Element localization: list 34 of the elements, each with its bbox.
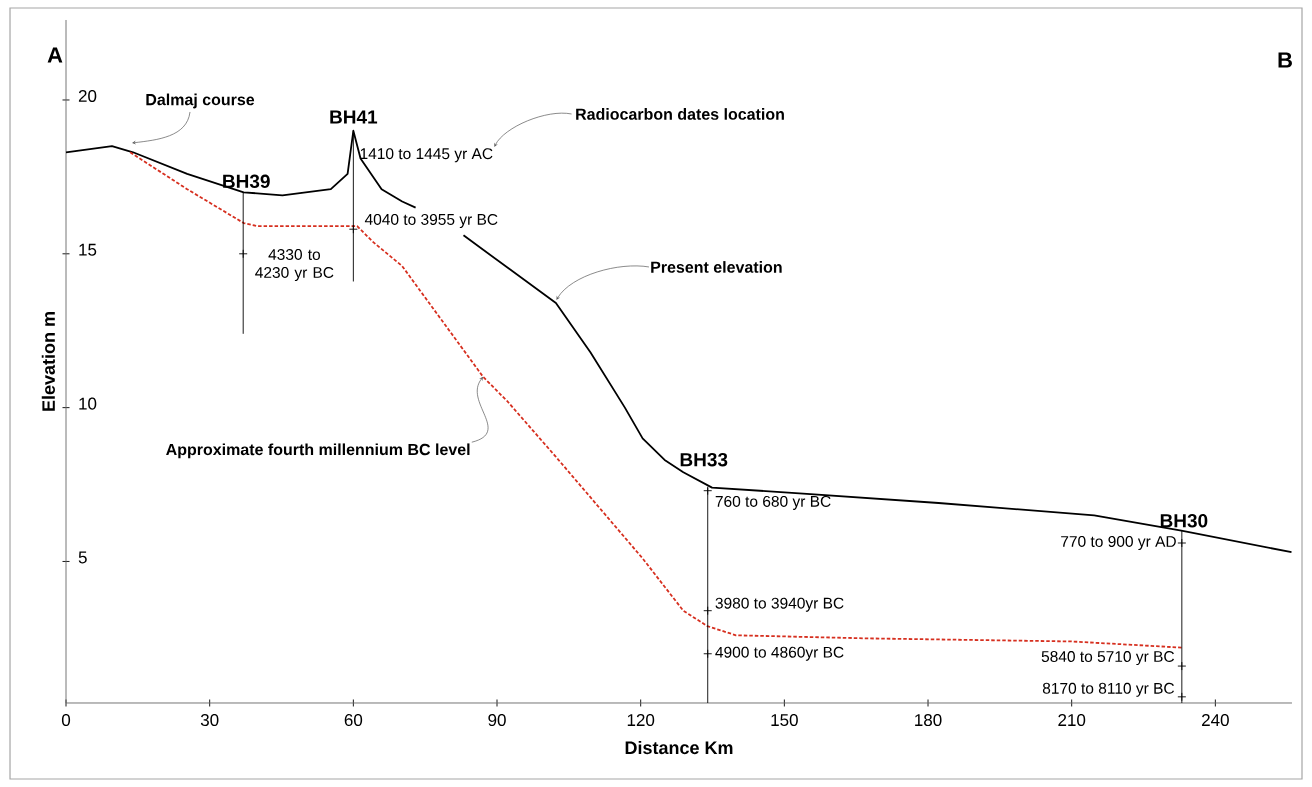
annotation: 1410 to 1445 yr AC [360, 148, 493, 163]
annotation: BH39 [223, 174, 270, 189]
annotation: 4900 to 4860yr BC [715, 646, 844, 661]
y-tick-label: 10 [79, 397, 97, 410]
text: A [47, 47, 63, 63]
annotation: Dalmaj course [146, 93, 255, 109]
y-tick-label: 15 [79, 243, 97, 256]
y-tick-label: 20 [78, 89, 97, 102]
annotation: BH33 [680, 452, 728, 467]
annotation: B [1278, 52, 1292, 68]
annotation: 4330 to 4230 yr BC [255, 249, 334, 282]
annotation: BH30 [1160, 514, 1208, 528]
x-tick-label: 30 [200, 714, 219, 727]
annotation: Approximate fourth millennium BC level [166, 443, 470, 459]
x-tick-label: 180 [915, 714, 942, 727]
x-tick-label: 210 [1058, 714, 1086, 727]
y-tick-label: 5 [78, 551, 87, 564]
annotation: 760 to 680 yr BC [715, 495, 831, 510]
annotation: 8170 to 8110 yr BC [1042, 682, 1175, 697]
x-tick-label: 90 [488, 714, 506, 727]
x-tick-label: 150 [771, 714, 798, 727]
y-axis-title: Elevation m [41, 312, 55, 411]
x-tick-label: 120 [627, 714, 655, 727]
x-tick-label: 60 [344, 714, 363, 727]
x-tick-label: 0 [61, 714, 71, 727]
annotation: BH41 [330, 110, 378, 124]
x-tick-label: 240 [1202, 714, 1229, 727]
annotation: Radiocarbon dates location [576, 108, 784, 120]
annotation: 770 to 900 yr AD [1061, 535, 1176, 551]
annotation: 5840 to 5710 yr BC [1041, 651, 1175, 666]
annotation: 3980 to 3940yr BC [715, 597, 844, 612]
annotation: Present elevation [651, 261, 782, 273]
annotation: 4040 to 3955 yr BC [364, 213, 498, 228]
x-axis-title: Distance Km [625, 740, 733, 755]
